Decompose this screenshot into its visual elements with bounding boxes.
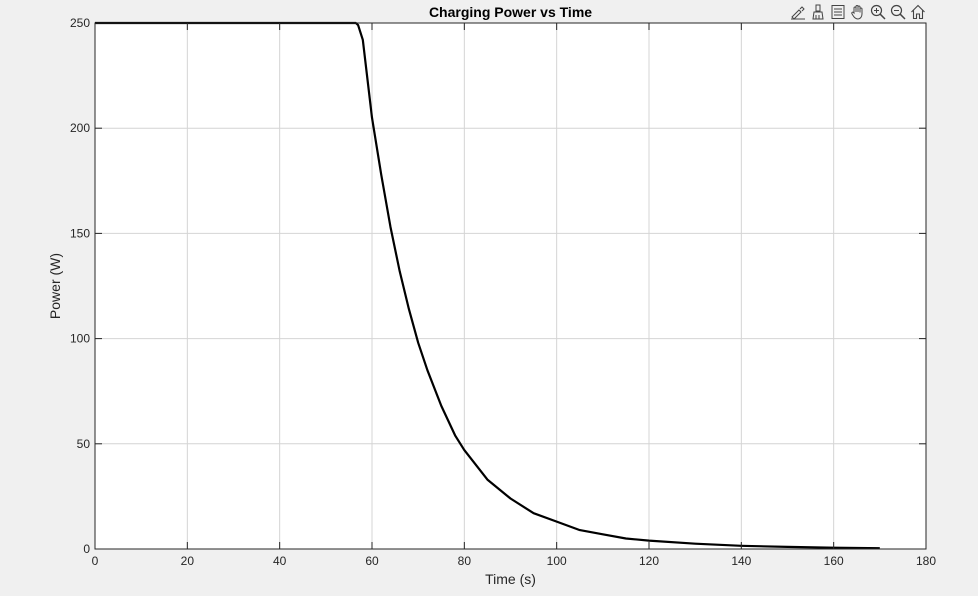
ticks: 0 20 40 60 80 100 120 140 160 180 0 50 100 150 200 250 [70, 16, 936, 568]
x-tick-label: 140 [731, 554, 751, 568]
x-tick-label: 40 [273, 554, 287, 568]
y-tick-label: 100 [70, 332, 90, 346]
pan-icon[interactable] [848, 3, 867, 21]
axes-toolbar [788, 3, 927, 21]
y-tick-label: 150 [70, 226, 90, 240]
series-layer [95, 21, 880, 550]
edit-plot-icon[interactable] [788, 3, 807, 21]
axes-area [95, 23, 926, 549]
x-tick-label: 0 [92, 554, 99, 568]
zoom-out-icon[interactable] [888, 3, 907, 21]
axes-box [94, 22, 927, 550]
y-axis-label: Power (W) [47, 253, 63, 319]
y-tick-label: 200 [70, 121, 90, 135]
series-line-0 [95, 21, 880, 550]
y-tick-label: 0 [83, 542, 90, 556]
zoom-in-icon[interactable] [868, 3, 887, 21]
x-axis-label: Time (s) [485, 571, 536, 587]
legend-icon[interactable] [828, 3, 847, 21]
x-tick-label: 120 [639, 554, 659, 568]
x-tick-label: 80 [458, 554, 472, 568]
x-tick-label: 180 [916, 554, 936, 568]
brush-icon[interactable] [808, 3, 827, 21]
chart-title: Charging Power vs Time [429, 4, 592, 20]
x-tick-label: 100 [547, 554, 567, 568]
x-tick-label: 60 [365, 554, 379, 568]
x-tick-label: 20 [181, 554, 195, 568]
y-tick-label: 50 [77, 437, 91, 451]
x-tick-label: 160 [824, 554, 844, 568]
y-tick-label: 250 [70, 16, 90, 30]
home-icon[interactable] [908, 3, 927, 21]
